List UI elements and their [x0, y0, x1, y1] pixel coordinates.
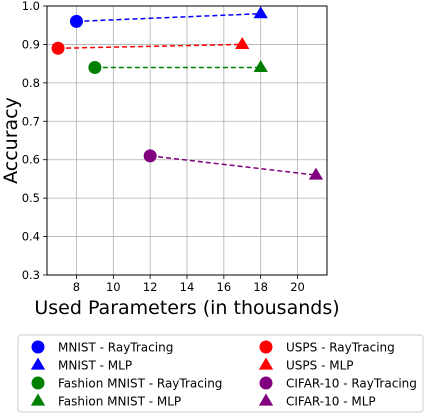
legend-label-cifar-10-mlp: CIFAR-10 - MLP [286, 395, 376, 409]
y-tick-label: 0.5 [22, 191, 40, 205]
x-tick-label: 14 [180, 280, 195, 294]
grid [47, 5, 327, 276]
y-tick-label: 1.0 [22, 0, 40, 13]
marker-cifar-10-raytracing [143, 149, 157, 163]
x-axis-label: Used Parameters (in thousands) [34, 297, 339, 319]
x-tick-label: 12 [143, 280, 158, 294]
y-tick-label: 0.8 [22, 76, 40, 90]
legend-marker-usps-mlp [258, 357, 274, 370]
series-connectors [58, 12, 317, 176]
legend-marker-fashion-mnist-raytracing [31, 376, 45, 390]
legend-frame [17, 334, 424, 413]
legend-label-mnist-raytracing: MNIST - RayTracing [58, 341, 173, 355]
tick-labels: 8 10 12 14 16 18 20 0.3 0.4 0.5 0.6 0.7 0.8 0.9 1.0 [22, 0, 305, 294]
legend-label-cifar-10-raytracing: CIFAR-10 - RayTracing [286, 377, 417, 391]
marker-fashion-mnist-mlp [253, 60, 268, 73]
legend-label-usps-mlp: USPS - MLP [286, 359, 354, 373]
y-tick-label: 0.6 [22, 153, 40, 167]
connector-cifar-10-raytracing [150, 155, 317, 176]
legend-marker-cifar-10-mlp [258, 393, 274, 406]
y-tick-label: 0.4 [22, 230, 40, 244]
legend-marker-cifar-10-raytracing [259, 376, 273, 390]
legend: MNIST - RayTracing USPS - RayTracing MNIST… [17, 334, 424, 413]
connector-usps-raytracing [58, 43, 243, 50]
marker-cifar-10-mlp [308, 167, 324, 180]
x-tick-label: 8 [73, 280, 80, 294]
y-tick-label: 0.9 [22, 37, 40, 51]
legend-marker-mnist-raytracing [31, 340, 45, 354]
marker-mnist-raytracing [69, 14, 83, 28]
marker-fashion-mnist-raytracing [88, 60, 102, 74]
marker-usps-raytracing [51, 41, 65, 55]
x-tick-label: 10 [106, 280, 121, 294]
y-tick-label: 0.3 [22, 268, 40, 282]
legend-label-fashion-mnist-mlp: Fashion MNIST - MLP [58, 395, 181, 409]
x-tick-label: 20 [290, 280, 305, 294]
axes [43, 5, 328, 279]
x-tick-label: 16 [217, 280, 232, 294]
y-tick-label: 0.7 [22, 114, 40, 128]
y-axis-label: Accuracy [0, 97, 22, 184]
legend-label-fashion-mnist-raytracing: Fashion MNIST - RayTracing [58, 377, 222, 391]
legend-label-mnist-mlp: MNIST - MLP [58, 359, 132, 373]
marker-usps-mlp [235, 36, 250, 49]
data-markers [51, 6, 324, 180]
legend-marker-mnist-mlp [30, 357, 46, 370]
legend-label-usps-raytracing: USPS - RayTracing [286, 341, 395, 355]
connector-mnist-raytracing [76, 12, 261, 23]
legend-marker-usps-raytracing [259, 340, 273, 354]
legend-marker-fashion-mnist-mlp [30, 393, 46, 406]
marker-mnist-mlp [253, 6, 268, 19]
x-tick-label: 18 [253, 280, 268, 294]
